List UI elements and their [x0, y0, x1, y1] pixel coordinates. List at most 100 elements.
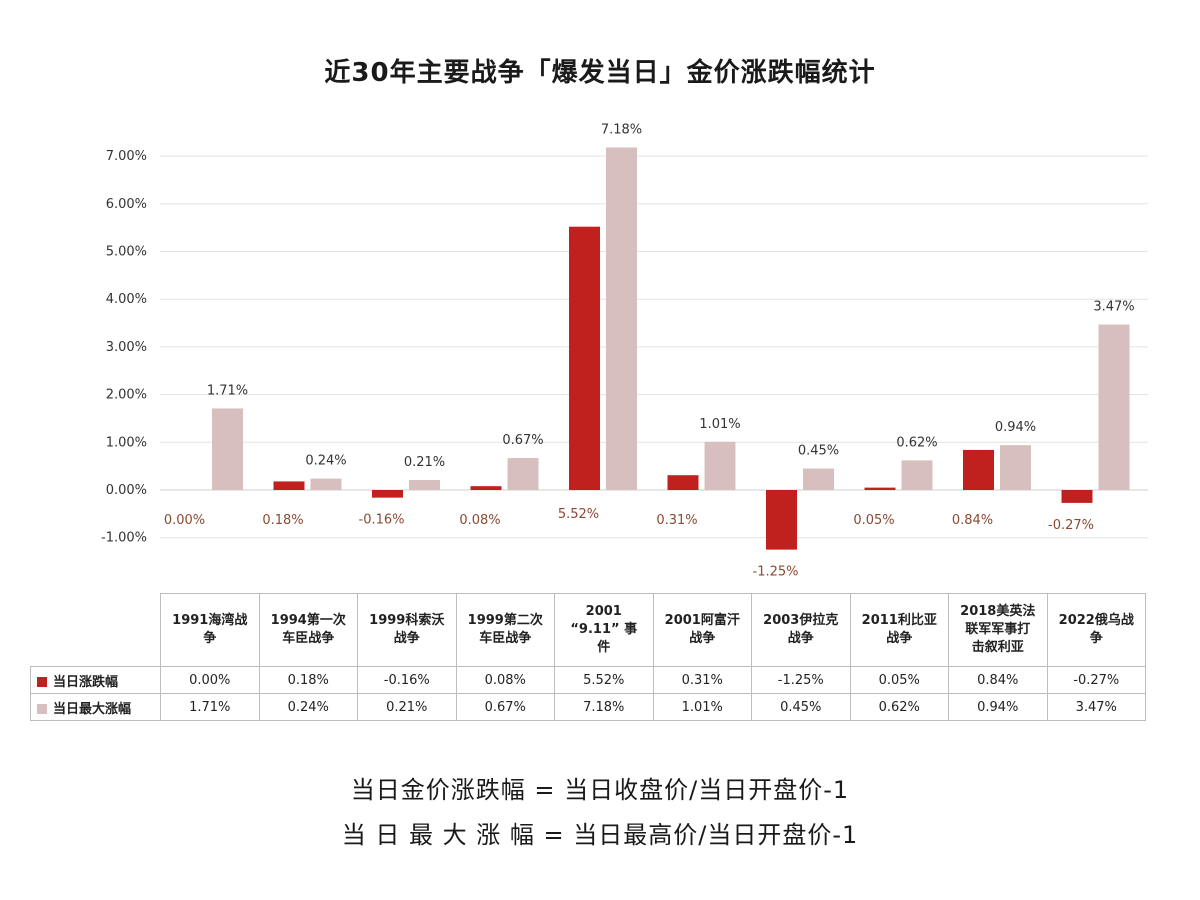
category-label-line: 争: [203, 631, 217, 646]
data-label-max-rise: 0.24%: [305, 454, 346, 469]
bar-daily-change: [1061, 490, 1093, 503]
legend-label: 当日最大涨幅: [53, 701, 132, 717]
bar-max-rise: [507, 458, 539, 490]
bar-max-rise: [1000, 445, 1031, 490]
legend-swatch: [37, 676, 47, 687]
data-labels: 0.00% 1.71% 0.18% 0.24% -0.16% 0.21% 0.08% 0.67…: [164, 123, 1135, 580]
data-label-daily-change: -1.25%: [753, 565, 799, 580]
category-label-line: 2003伊拉克: [763, 613, 839, 628]
y-tick-label: 3.00%: [106, 340, 147, 355]
y-tick-label: 5.00%: [106, 245, 147, 260]
category-label-line: 2022俄乌战: [1058, 613, 1134, 628]
bar-daily-change: [470, 486, 502, 490]
table-header-row: 1991海湾战争 1994第一次 车臣战争 1999科索沃 战争 1999第二次 车臣战争 2…: [30, 593, 1146, 667]
data-label-daily-change: 0.00%: [164, 513, 205, 528]
category-label-line: 战争: [393, 631, 420, 646]
y-tick-label: 7.00%: [106, 149, 147, 164]
category-label-line: 件: [597, 640, 611, 655]
y-tick-label: 1.00%: [106, 435, 147, 450]
category-label-line: 2018美英法: [960, 604, 1036, 619]
table-column-header: 2001 “9.11” 事件: [554, 593, 654, 667]
bar-daily-change: [766, 490, 797, 550]
table-column-header: 1994第一次 车臣战争: [258, 593, 358, 667]
legend-swatch: [37, 703, 47, 714]
data-label-max-rise: 0.62%: [896, 435, 937, 450]
data-label-max-rise: 1.71%: [207, 383, 248, 398]
table-cell: 0.18%: [258, 666, 358, 694]
y-tick-label: 6.00%: [106, 197, 147, 212]
y-tick-label: 2.00%: [106, 388, 147, 403]
data-label-max-rise: 3.47%: [1093, 299, 1134, 314]
data-label-max-rise: 7.18%: [601, 123, 642, 138]
table-cell: 0.24%: [258, 693, 358, 721]
category-label-line: 2001: [585, 604, 622, 619]
category-label-line: 2001阿富汗: [664, 613, 740, 628]
category-label-line: 战争: [886, 631, 913, 646]
chart-title: 近30年主要战争「爆发当日」金价涨跌幅统计: [324, 58, 876, 88]
bar-max-rise: [1098, 324, 1130, 490]
y-axis-ticks: 7.00% 6.00% 5.00% 4.00% 3.00% 2.00% 1.00% 0.00%…: [101, 149, 147, 546]
data-label-daily-change: 0.08%: [459, 513, 500, 528]
category-label-line: 战争: [689, 631, 716, 646]
table-cell: 0.84%: [948, 666, 1048, 694]
table-row: 当日涨跌幅 0.00% 0.18% -0.16% 0.08% 5.52% 0.31% -1.2…: [30, 666, 1146, 694]
bar-max-rise: [310, 478, 342, 490]
category-label-line: 1999第二次: [467, 613, 543, 628]
table-column-header: 2001阿富汗 战争: [652, 593, 752, 667]
table-cell: 0.67%: [455, 693, 555, 721]
table-cell: 0.45%: [751, 693, 851, 721]
table-row: 当日最大涨幅 1.71% 0.24% 0.21% 0.67% 7.18% 1.01% 0.45…: [30, 693, 1146, 721]
data-label-daily-change: -0.27%: [1048, 518, 1094, 533]
data-label-daily-change: 0.05%: [853, 513, 894, 528]
bar-daily-change: [569, 226, 600, 491]
data-label-daily-change: 5.52%: [558, 507, 599, 522]
category-label-line: 车臣战争: [479, 631, 532, 646]
bar-chart: 7.00% 6.00% 5.00% 4.00% 3.00% 2.00% 1.00% 0.00%…: [101, 123, 1148, 580]
table-cell: 0.31%: [652, 666, 752, 694]
table-column-header: 2022俄乌战争: [1046, 593, 1146, 667]
table-cell: 1.71%: [160, 693, 260, 721]
y-tick-label: -1.00%: [101, 531, 147, 546]
data-label-daily-change: -0.16%: [359, 513, 405, 528]
category-label-line: 2011利比亚: [861, 613, 937, 628]
table-cell: -0.16%: [357, 666, 457, 694]
category-label-line: 战争: [787, 631, 814, 646]
bar-max-rise: [409, 479, 440, 490]
bar-max-rise: [212, 408, 243, 490]
table-column-header: 1999第二次 车臣战争: [455, 593, 555, 667]
table-column-header: 2018美英法 联军军事打 击叙利亚: [948, 593, 1048, 667]
gridlines: [160, 155, 1148, 539]
bar-max-rise: [606, 147, 637, 490]
table-column-header: 1991海湾战争: [160, 593, 260, 667]
data-label-max-rise: 0.94%: [995, 420, 1036, 435]
table-cell: -1.25%: [751, 666, 851, 694]
formula-change: 当日金价涨跌幅 = 当日收盘价/当日开盘价-1: [350, 776, 850, 804]
category-label-line: “9.11” 事: [570, 622, 638, 637]
bar-daily-change: [963, 449, 994, 490]
legend-entry: 当日最大涨幅: [30, 693, 161, 721]
table-cell: 0.62%: [849, 693, 949, 721]
table-column-header: 2003伊拉克 战争: [751, 593, 851, 667]
category-label-line: 争: [1089, 631, 1103, 646]
table-cell: 5.52%: [554, 666, 654, 694]
table-cell: 7.18%: [554, 693, 654, 721]
bar-daily-change: [273, 481, 305, 490]
table-cell: -0.27%: [1046, 666, 1146, 694]
table-corner: [30, 593, 161, 667]
category-label-line: 1991海湾战: [172, 613, 248, 628]
data-label-daily-change: 0.18%: [262, 513, 303, 528]
category-label-line: 1994第一次: [270, 613, 346, 628]
table-cell: 0.00%: [160, 666, 260, 694]
table-cell: 0.08%: [455, 666, 555, 694]
category-label-line: 1999科索沃: [369, 613, 445, 628]
bar-max-rise: [704, 441, 736, 490]
table-cell: 0.05%: [849, 666, 949, 694]
category-label-line: 联军军事打: [965, 622, 1031, 637]
bars: [212, 147, 1130, 550]
bar-daily-change: [864, 487, 896, 490]
bar-max-rise: [901, 460, 933, 490]
legend-entry: 当日涨跌幅: [30, 666, 161, 694]
y-tick-label: 4.00%: [106, 292, 147, 307]
data-label-max-rise: 0.67%: [502, 433, 543, 448]
formula-max-rise: 当 日 最 大 涨 幅 = 当日最高价/当日开盘价-1: [341, 821, 859, 849]
